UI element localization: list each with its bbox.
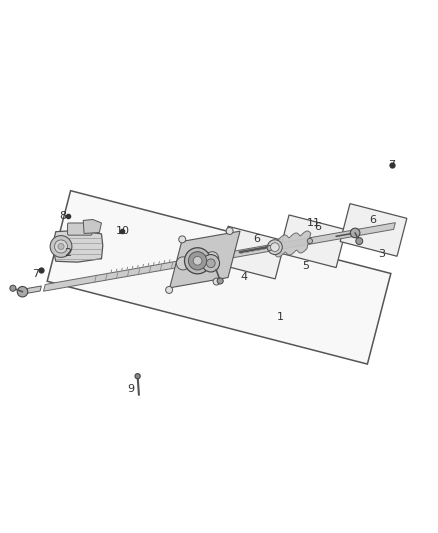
Circle shape xyxy=(10,285,16,291)
Circle shape xyxy=(179,236,186,243)
Text: 1: 1 xyxy=(276,312,283,321)
Circle shape xyxy=(206,259,215,268)
Circle shape xyxy=(217,278,223,284)
Circle shape xyxy=(135,374,140,379)
Text: 10: 10 xyxy=(115,226,129,236)
Polygon shape xyxy=(43,223,396,291)
Circle shape xyxy=(166,286,173,294)
Text: 9: 9 xyxy=(127,384,134,394)
Circle shape xyxy=(267,245,272,251)
Circle shape xyxy=(17,286,28,297)
Text: 6: 6 xyxy=(315,222,322,232)
Polygon shape xyxy=(170,231,240,288)
Circle shape xyxy=(202,255,219,272)
Circle shape xyxy=(50,236,72,257)
Text: 4: 4 xyxy=(240,271,248,281)
Polygon shape xyxy=(340,204,407,256)
Text: 6: 6 xyxy=(369,215,376,225)
Circle shape xyxy=(54,240,67,253)
Polygon shape xyxy=(274,231,311,257)
Circle shape xyxy=(213,278,220,285)
Text: 6: 6 xyxy=(253,234,260,244)
Polygon shape xyxy=(25,286,41,294)
Circle shape xyxy=(307,238,312,244)
Polygon shape xyxy=(53,230,103,262)
Polygon shape xyxy=(47,191,391,364)
Circle shape xyxy=(184,248,211,274)
Circle shape xyxy=(205,252,219,265)
Text: 7: 7 xyxy=(388,160,396,170)
Circle shape xyxy=(193,256,202,265)
Polygon shape xyxy=(83,220,102,233)
Text: 2: 2 xyxy=(64,248,71,259)
Text: 7: 7 xyxy=(32,269,39,279)
Circle shape xyxy=(177,257,190,270)
Text: 3: 3 xyxy=(378,249,385,260)
Circle shape xyxy=(226,228,233,235)
Text: 8: 8 xyxy=(59,211,66,221)
Circle shape xyxy=(188,252,207,270)
Circle shape xyxy=(268,240,282,255)
Polygon shape xyxy=(218,226,285,279)
Circle shape xyxy=(271,243,279,252)
Circle shape xyxy=(356,238,363,245)
Polygon shape xyxy=(279,215,346,268)
Text: 11: 11 xyxy=(307,218,321,228)
Circle shape xyxy=(58,244,64,249)
Circle shape xyxy=(350,228,360,238)
FancyBboxPatch shape xyxy=(67,223,92,235)
Text: 5: 5 xyxy=(303,261,310,271)
